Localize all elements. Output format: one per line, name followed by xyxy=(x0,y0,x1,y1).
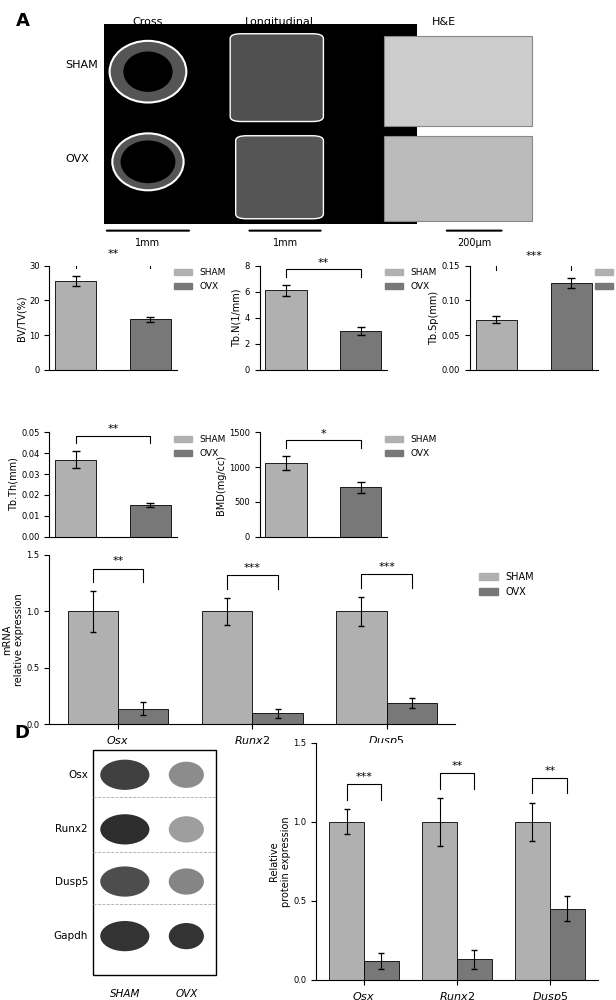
Text: **: ** xyxy=(545,766,556,776)
Text: *: * xyxy=(320,429,326,439)
Bar xyxy=(329,822,364,980)
Text: ***: *** xyxy=(355,772,373,782)
Text: 1mm: 1mm xyxy=(136,238,161,248)
Ellipse shape xyxy=(123,52,172,92)
Bar xyxy=(265,463,307,537)
Text: A: A xyxy=(17,12,30,30)
Ellipse shape xyxy=(169,868,204,895)
Text: Longitudinal: Longitudinal xyxy=(245,17,314,27)
Ellipse shape xyxy=(169,816,204,842)
Text: 1mm: 1mm xyxy=(272,238,298,248)
Y-axis label: Tb.Th(mm): Tb.Th(mm) xyxy=(8,458,18,511)
Text: **: ** xyxy=(452,761,463,771)
Text: **: ** xyxy=(113,556,124,566)
Ellipse shape xyxy=(100,921,150,951)
Bar xyxy=(202,611,253,724)
FancyBboxPatch shape xyxy=(384,136,532,221)
Ellipse shape xyxy=(121,140,176,183)
Text: Gapdh: Gapdh xyxy=(54,931,88,941)
Text: H&E: H&E xyxy=(432,17,456,27)
Bar xyxy=(336,611,387,724)
Ellipse shape xyxy=(169,923,204,949)
Text: **: ** xyxy=(107,249,119,259)
Bar xyxy=(550,909,585,980)
Bar xyxy=(130,505,171,537)
Text: OVX: OVX xyxy=(66,154,89,164)
Bar xyxy=(118,709,168,724)
Bar xyxy=(364,961,399,980)
Ellipse shape xyxy=(169,762,204,788)
Bar xyxy=(515,822,550,980)
Y-axis label: mRNA
relative expression: mRNA relative expression xyxy=(2,593,23,686)
Ellipse shape xyxy=(100,866,150,897)
FancyBboxPatch shape xyxy=(104,24,416,224)
Ellipse shape xyxy=(100,814,150,844)
Y-axis label: Tb.Sp(mm): Tb.Sp(mm) xyxy=(429,291,439,345)
Ellipse shape xyxy=(112,133,184,190)
Text: SHAM: SHAM xyxy=(110,989,140,999)
Legend: SHAM, OVX: SHAM, OVX xyxy=(381,265,440,295)
Text: Cross: Cross xyxy=(133,17,163,27)
Bar xyxy=(55,281,96,370)
FancyBboxPatch shape xyxy=(230,34,323,122)
Text: ***: *** xyxy=(378,562,395,572)
Bar xyxy=(457,959,492,980)
Text: **: ** xyxy=(318,258,329,268)
Bar xyxy=(551,283,592,370)
Text: ***: *** xyxy=(525,251,542,261)
Ellipse shape xyxy=(100,760,150,790)
FancyBboxPatch shape xyxy=(93,750,216,975)
Bar xyxy=(68,611,118,724)
Bar xyxy=(387,703,437,724)
Bar xyxy=(265,290,307,370)
Text: D: D xyxy=(14,724,29,742)
Bar xyxy=(253,713,302,724)
Y-axis label: BMD(mg/cc): BMD(mg/cc) xyxy=(216,454,226,515)
Legend: SHAM, OVX: SHAM, OVX xyxy=(591,265,616,295)
FancyBboxPatch shape xyxy=(236,136,323,219)
Text: Runx2: Runx2 xyxy=(55,824,88,834)
Bar xyxy=(130,319,171,370)
Bar xyxy=(340,331,381,370)
Legend: SHAM, OVX: SHAM, OVX xyxy=(475,568,538,601)
Bar xyxy=(476,320,517,370)
Text: Dusp5: Dusp5 xyxy=(55,877,88,887)
Legend: SHAM, OVX: SHAM, OVX xyxy=(171,432,230,461)
Y-axis label: Tb.N(1/mm): Tb.N(1/mm) xyxy=(232,288,241,347)
FancyBboxPatch shape xyxy=(384,36,532,126)
Legend: SHAM, OVX: SHAM, OVX xyxy=(381,432,440,461)
Text: SHAM: SHAM xyxy=(66,60,99,70)
Text: ***: *** xyxy=(244,563,261,573)
Ellipse shape xyxy=(110,41,187,103)
Bar xyxy=(422,822,457,980)
Text: Osx: Osx xyxy=(68,770,88,780)
Y-axis label: Relative
protein expression: Relative protein expression xyxy=(269,816,291,907)
Text: **: ** xyxy=(107,424,119,434)
Legend: SHAM, OVX: SHAM, OVX xyxy=(171,265,230,295)
Bar xyxy=(340,487,381,537)
Y-axis label: BV/TV(%): BV/TV(%) xyxy=(16,295,26,341)
Text: OVX: OVX xyxy=(175,989,198,999)
Bar xyxy=(55,460,96,537)
Text: 200μm: 200μm xyxy=(457,238,492,248)
